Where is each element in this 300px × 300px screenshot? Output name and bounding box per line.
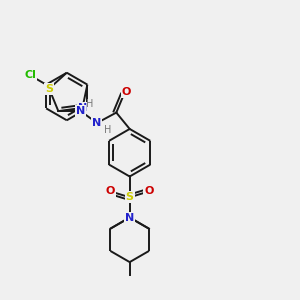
Text: N: N [76,106,85,116]
Text: S: S [126,192,134,202]
Text: O: O [122,87,131,98]
Text: Cl: Cl [25,70,37,80]
Text: N: N [78,103,87,113]
Text: H: H [86,99,93,109]
Text: O: O [106,186,115,197]
Text: N: N [92,118,102,128]
Text: O: O [144,186,154,197]
Text: S: S [45,84,53,94]
Text: N: N [125,212,134,223]
Text: H: H [104,124,111,134]
